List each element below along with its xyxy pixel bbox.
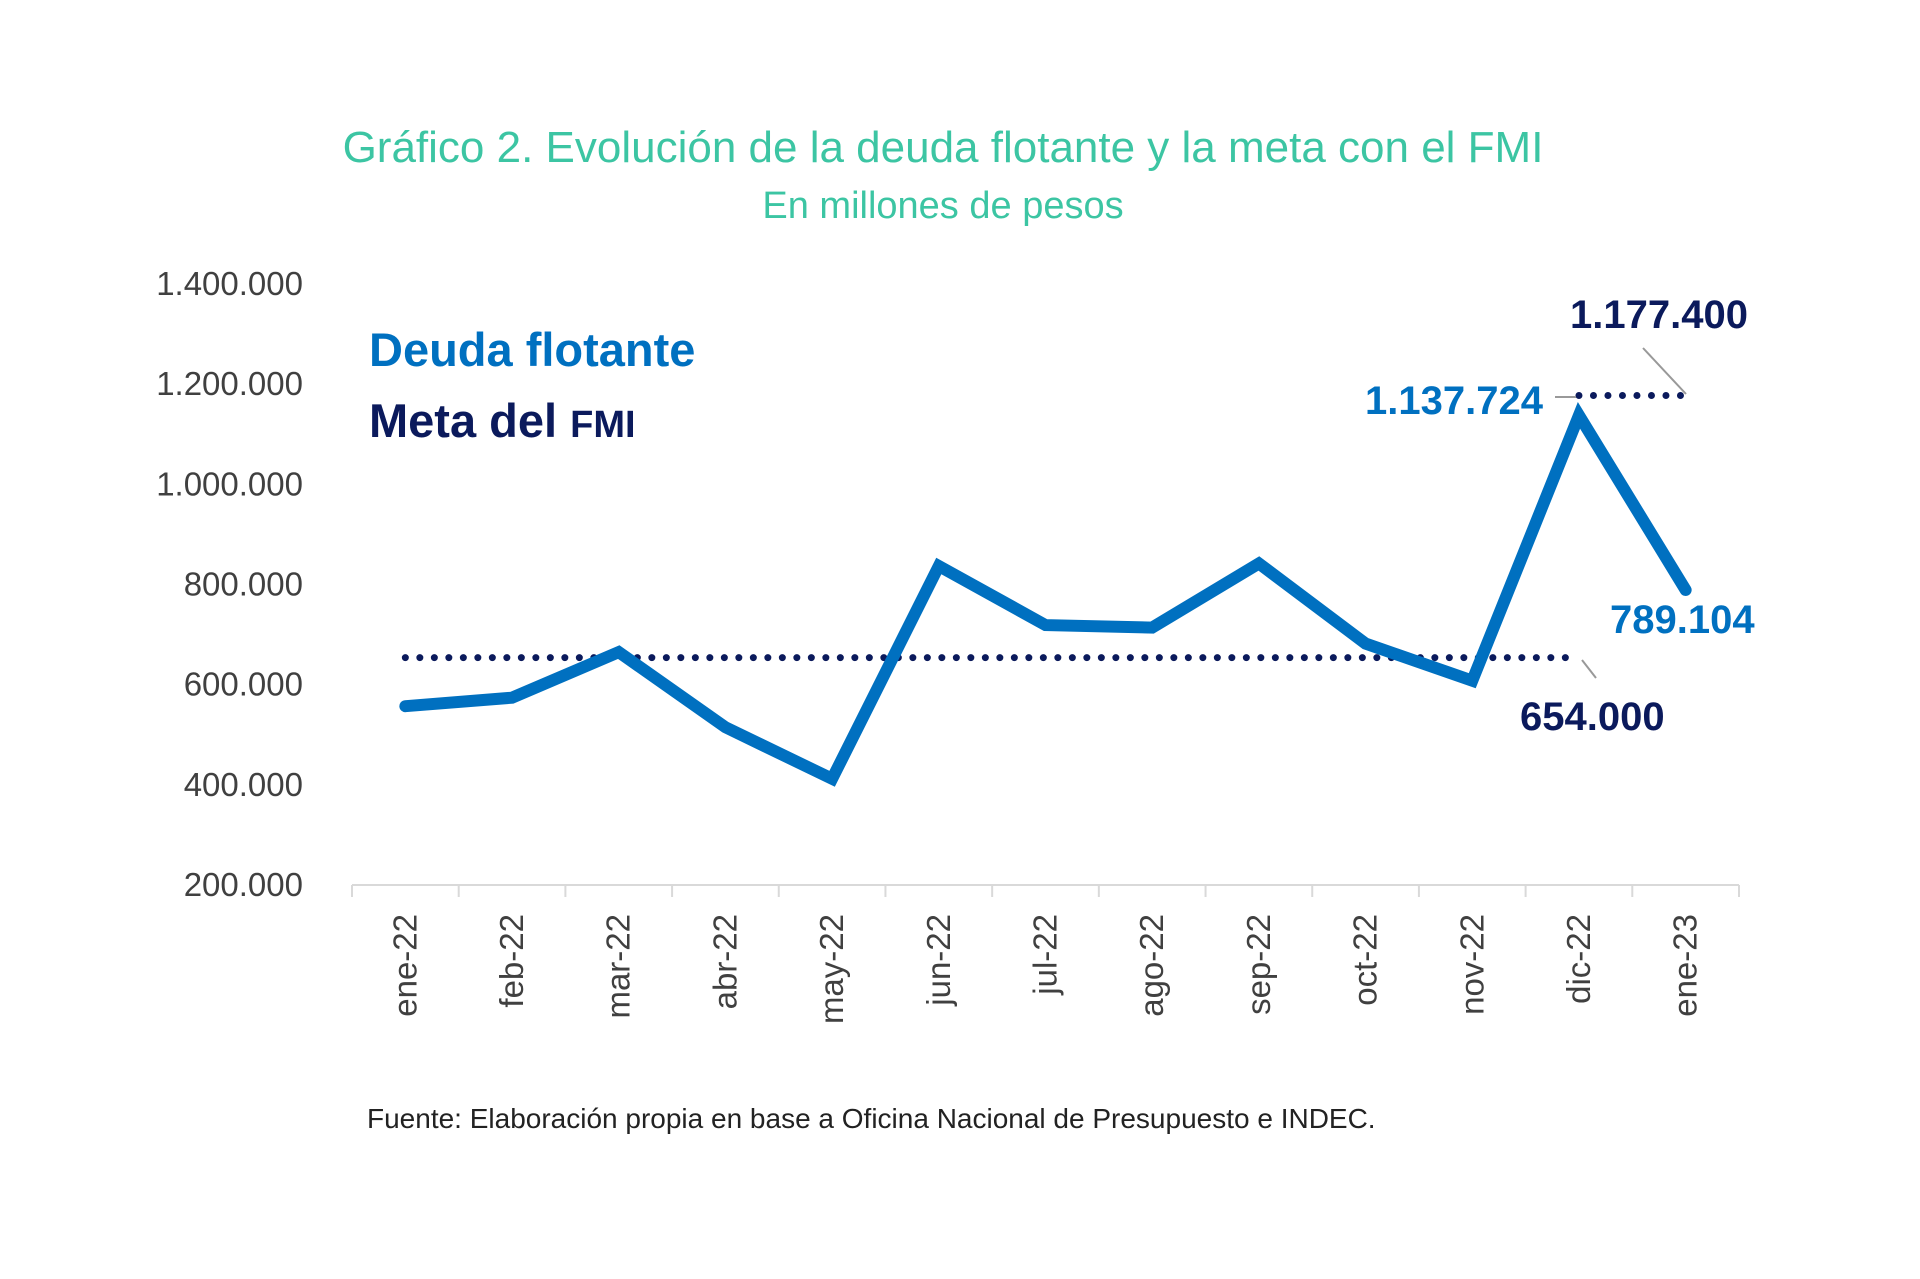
x-tick-label: feb-22: [493, 914, 530, 1008]
y-tick-label: 1.200.000: [156, 365, 303, 402]
x-tick-label: oct-22: [1347, 914, 1384, 1006]
x-tick-label: nov-22: [1453, 914, 1490, 1015]
y-tick-label: 1.400.000: [156, 265, 303, 302]
x-tick-label: ago-22: [1133, 914, 1170, 1017]
source-note: Fuente: Elaboración propia en base a Ofi…: [367, 1103, 1376, 1134]
y-tick-label: 1.000.000: [156, 465, 303, 502]
chart-title: Gráfico 2. Evolución de la deuda flotant…: [343, 123, 1544, 172]
y-axis: 1.400.000 1.200.000 1.000.000 800.000 600.00…: [156, 265, 303, 903]
annotation-deuda-last: 789.104: [1610, 598, 1755, 642]
x-tick-label: jul-22: [1027, 914, 1064, 996]
annotation-meta-low: 654.000: [1520, 695, 1665, 739]
annotation-deuda-peak: 1.137.724: [1365, 379, 1544, 423]
leader-line-meta-low: [1581, 659, 1597, 679]
x-tick-label: dic-22: [1560, 914, 1597, 1004]
y-tick-label: 200.000: [184, 866, 303, 903]
y-tick-label: 600.000: [184, 666, 303, 703]
series-layer: [399, 391, 1692, 787]
legend-meta-fmi: Meta del FMI: [369, 394, 636, 447]
x-tick-label: abr-22: [706, 914, 743, 1009]
x-tick-label: ene-23: [1667, 914, 1704, 1017]
x-tick-label: mar-22: [600, 914, 637, 1019]
x-tick-label: may-22: [813, 914, 850, 1024]
x-tick-label: sep-22: [1240, 914, 1277, 1015]
legend-deuda-flotante: Deuda flotante: [369, 323, 695, 376]
chart-subtitle: En millones de pesos: [762, 185, 1123, 227]
x-tick-label: jun-22: [920, 914, 957, 1007]
leader-line-meta-high: [1642, 347, 1687, 395]
x-tick-label: ene-22: [386, 914, 423, 1017]
annotation-meta-high: 1.177.400: [1570, 293, 1748, 337]
y-tick-label: 800.000: [184, 566, 303, 603]
x-axis: ene-22 feb-22 mar-22 abr-22 may-22 jun-22 jul-…: [351, 884, 1740, 1024]
y-tick-label: 400.000: [184, 766, 303, 803]
deuda-flotante-line: [399, 402, 1692, 787]
